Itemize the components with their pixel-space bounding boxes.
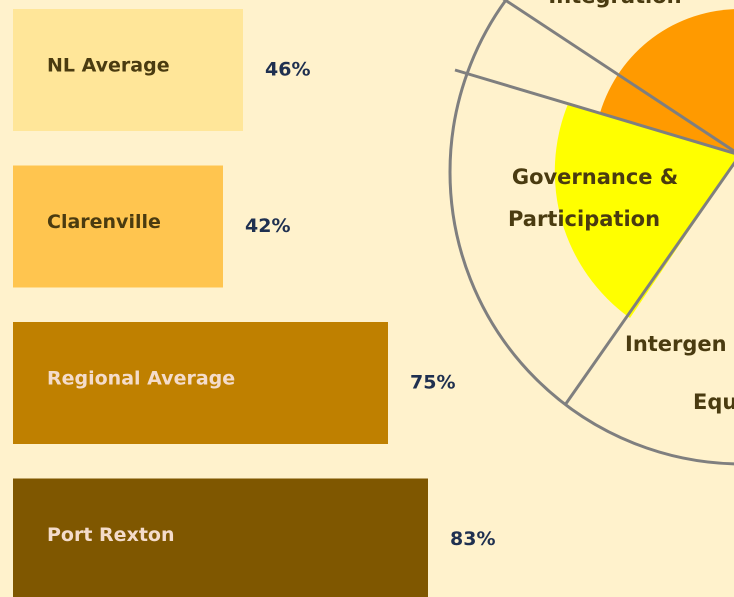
bar	[13, 9, 243, 131]
yellow-sector	[554, 104, 734, 318]
divider	[563, 160, 734, 406]
bar	[13, 322, 388, 444]
bar	[13, 478, 428, 597]
sector-label: Participation	[508, 207, 660, 231]
radial-diagram: Integration Governance & Participation I…	[448, 0, 734, 466]
bar	[13, 165, 223, 288]
bar-label: Regional Average	[47, 368, 235, 390]
sector-label: Equ	[693, 390, 734, 414]
divider	[502, 0, 734, 153]
bar-label: Clarenville	[47, 211, 161, 233]
bar-label: Port Rexton	[47, 524, 174, 546]
sector-label: Intergen	[625, 332, 727, 356]
sector-label: Governance &	[512, 165, 678, 189]
value-label: 75%	[410, 372, 455, 394]
orange-sector	[600, 9, 734, 154]
bar-label: NL Average	[47, 55, 170, 77]
value-label: 46%	[265, 59, 310, 81]
sector-label: Integration	[548, 0, 681, 8]
divider	[454, 68, 734, 155]
value-label: 42%	[245, 215, 290, 237]
value-label: 83%	[450, 528, 495, 550]
